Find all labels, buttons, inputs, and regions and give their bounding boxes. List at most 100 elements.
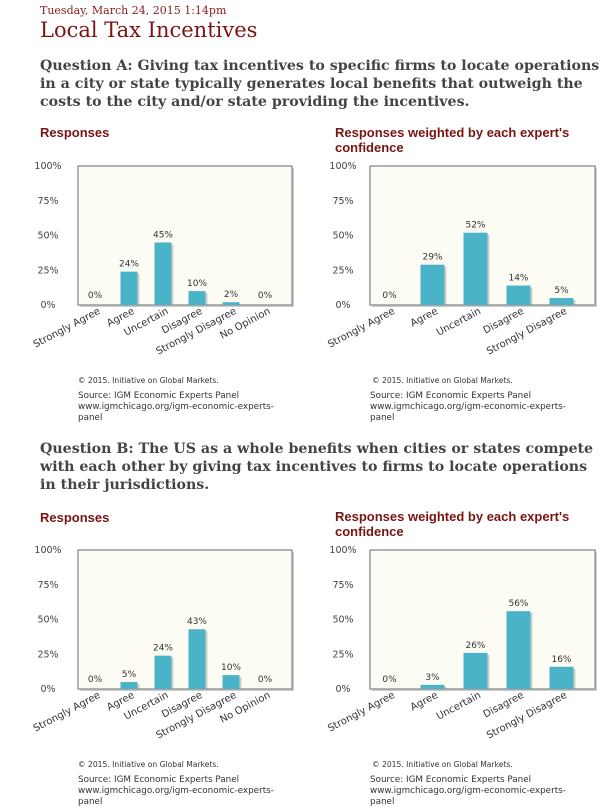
question-a-text: Question A: Giving tax incentives to spe… [40, 58, 600, 110]
chart-b1-source: Source: IGM Economic Experts Panel www.i… [78, 775, 308, 808]
data-label: 45% [153, 230, 173, 240]
y-tick-label: 50% [37, 231, 58, 242]
y-tick-label: 100% [329, 545, 356, 556]
chart-a1-copyright: © 2015. Initiative on Global Markets. [78, 376, 219, 385]
data-label: 52% [465, 221, 485, 231]
source-link[interactable]: www.igmchicago.org/igm-economic-experts- [370, 786, 566, 796]
chart-a2: 0%25%50%75%100%0%Strongly Agree29%Agree5… [326, 161, 597, 358]
bar [188, 291, 206, 305]
bar [420, 684, 445, 689]
y-tick-label: 0% [40, 300, 55, 311]
x-category-label: Strongly Agree [32, 690, 103, 735]
bar [120, 271, 138, 305]
x-category-label: Agree [409, 690, 440, 714]
source-line: Source: IGM Economic Experts Panel [370, 775, 532, 785]
chart-a2-source: Source: IGM Economic Experts Panel www.i… [370, 391, 600, 424]
chart-a1: 0%25%50%75%100%0%Strongly Agree24%Agree4… [32, 161, 294, 358]
bar [188, 629, 206, 689]
bar [222, 675, 240, 689]
page-title: Local Tax Incentives [40, 18, 258, 42]
source-line: Source: IGM Economic Experts Panel [78, 775, 240, 785]
bar [549, 666, 574, 689]
x-category-label: Strongly Agree [32, 306, 103, 351]
plot-area [77, 549, 293, 690]
source-line: Source: IGM Economic Experts Panel [370, 391, 532, 401]
data-label: 29% [422, 253, 442, 263]
y-tick-label: 75% [332, 580, 353, 591]
y-tick-label: 75% [37, 196, 58, 207]
source-link[interactable]: www.igmchicago.org/igm-economic-experts- [370, 402, 566, 412]
x-category-label: Uncertain [435, 306, 483, 339]
y-tick-label: 50% [332, 615, 353, 626]
y-tick-label: 100% [34, 545, 61, 556]
plot-area [77, 165, 293, 306]
data-label: 56% [508, 599, 528, 609]
bar [506, 611, 531, 689]
x-category-label: Strongly Disagree [485, 306, 569, 358]
data-label: 5% [554, 286, 569, 296]
data-label: 0% [258, 291, 273, 301]
source-link-cont[interactable]: panel [370, 413, 395, 423]
bar [463, 232, 488, 305]
x-category-label: Strongly Agree [326, 306, 397, 351]
bar [120, 682, 138, 689]
data-label: 10% [221, 663, 241, 673]
source-link[interactable]: www.igmchicago.org/igm-economic-experts- [78, 786, 274, 796]
data-label: 10% [187, 279, 207, 289]
chart-b1: 0%25%50%75%100%0%Strongly Agree5%Agree24… [32, 545, 294, 742]
data-label: 43% [187, 617, 207, 627]
y-tick-label: 100% [329, 161, 356, 172]
y-tick-label: 0% [335, 300, 350, 311]
chart-b1-title: Responses [40, 510, 110, 525]
chart-b2-title: Responses weighted by each expert's conf… [335, 509, 570, 539]
bar [463, 652, 488, 689]
chart-a2-title: Responses weighted by each expert's conf… [335, 125, 570, 155]
data-label: 2% [224, 290, 239, 300]
date-stamp: Tuesday, March 24, 2015 1:14pm [40, 4, 227, 17]
y-tick-label: 25% [37, 265, 58, 276]
data-label: 26% [465, 641, 485, 651]
source-link[interactable]: www.igmchicago.org/igm-economic-experts- [78, 402, 274, 412]
y-tick-label: 75% [37, 580, 58, 591]
chart-a1-source: Source: IGM Economic Experts Panel www.i… [78, 391, 308, 424]
source-line: Source: IGM Economic Experts Panel [78, 391, 240, 401]
y-tick-label: 25% [332, 649, 353, 660]
y-tick-label: 25% [332, 265, 353, 276]
chart-b2-source: Source: IGM Economic Experts Panel www.i… [370, 775, 600, 808]
data-label: 0% [258, 675, 273, 685]
chart-a1-title: Responses [40, 125, 110, 140]
x-category-label: Uncertain [435, 690, 483, 723]
y-tick-label: 50% [332, 231, 353, 242]
data-label: 24% [119, 260, 139, 270]
chart-b2-copyright: © 2015. Initiative on Global Markets. [372, 760, 513, 769]
bar [420, 264, 445, 305]
chart-b2: 0%25%50%75%100%0%Strongly Agree3%Agree26… [326, 545, 597, 742]
bar [549, 298, 574, 305]
source-link-cont[interactable]: panel [78, 413, 103, 423]
x-category-label: Agree [409, 306, 440, 330]
source-link-cont[interactable]: panel [370, 797, 395, 807]
data-label: 16% [551, 655, 571, 665]
data-label: 0% [88, 675, 103, 685]
y-tick-label: 50% [37, 615, 58, 626]
y-tick-label: 25% [37, 649, 58, 660]
chart-b1-copyright: © 2015. Initiative on Global Markets. [78, 760, 219, 769]
question-b-text: Question B: The US as a whole benefits w… [40, 441, 594, 493]
data-label: 5% [122, 670, 137, 680]
chart-a2-copyright: © 2015. Initiative on Global Markets. [372, 376, 513, 385]
x-category-label: Strongly Agree [326, 690, 397, 735]
y-tick-label: 75% [332, 196, 353, 207]
x-category-label: Strongly Disagree [485, 690, 569, 742]
data-label: 0% [382, 291, 397, 301]
y-tick-label: 100% [34, 161, 61, 172]
y-tick-label: 0% [335, 684, 350, 695]
data-label: 14% [508, 274, 528, 284]
data-label: 3% [425, 673, 440, 683]
data-label: 24% [153, 644, 173, 654]
bar [222, 302, 240, 305]
source-link-cont[interactable]: panel [78, 797, 103, 807]
data-label: 0% [382, 675, 397, 685]
bar [154, 242, 172, 305]
data-label: 0% [88, 291, 103, 301]
bar [506, 285, 531, 305]
